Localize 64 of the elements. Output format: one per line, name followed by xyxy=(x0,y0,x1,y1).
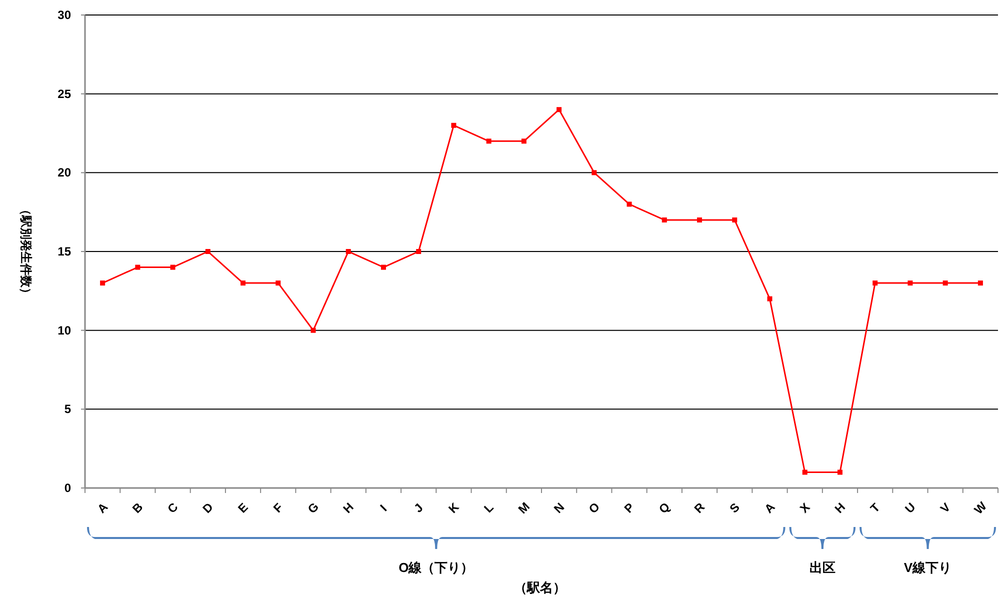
y-tick-label: 20 xyxy=(58,166,72,180)
y-tick-label: 5 xyxy=(64,402,72,416)
point xyxy=(837,470,842,475)
y-tick-label: 15 xyxy=(58,244,72,258)
x-tick-label: D xyxy=(200,500,216,516)
text: V線下り xyxy=(904,560,952,575)
point xyxy=(732,217,738,222)
point xyxy=(205,249,210,254)
x-tick-label: M xyxy=(515,500,532,516)
x-tick-label: U xyxy=(902,500,918,516)
point xyxy=(872,280,878,286)
x-tick-label: E xyxy=(235,500,251,516)
x-tick-label: X xyxy=(797,500,813,516)
x-tick-label: S xyxy=(726,500,742,516)
x-tick-label: I xyxy=(377,502,390,514)
point xyxy=(767,296,772,302)
point xyxy=(697,217,702,222)
x-axis-title: （駅名） xyxy=(514,580,566,595)
point xyxy=(626,202,632,207)
text: 出区 xyxy=(809,560,836,575)
x-tick-label: J xyxy=(411,500,426,516)
y-tick-label: 25 xyxy=(58,86,72,101)
x-tick-label: L xyxy=(481,500,496,516)
point xyxy=(380,264,386,270)
x-tick-label: N xyxy=(551,500,568,516)
y-axis-title: （駅別発生件数） xyxy=(19,204,33,300)
point xyxy=(346,249,351,254)
x-tick-label: V xyxy=(938,500,954,516)
point xyxy=(135,264,140,270)
y-tick-label: 0 xyxy=(64,481,72,495)
point xyxy=(486,138,492,144)
x-tick-label: F xyxy=(270,500,286,516)
x-tick-label: A xyxy=(762,500,778,516)
x-tick-label: O xyxy=(586,500,602,516)
x-tick-label: P xyxy=(622,500,638,516)
y-tick-label: 30 xyxy=(58,8,72,22)
x-tick-label: A xyxy=(94,500,111,516)
point xyxy=(556,107,562,112)
x-tick-label: Q xyxy=(656,500,673,516)
point xyxy=(802,470,808,475)
point xyxy=(276,280,281,286)
text: O線（下り） xyxy=(398,560,474,575)
x-tick-label: H xyxy=(832,500,848,516)
point xyxy=(240,280,246,286)
x-tick-label: W xyxy=(971,498,990,517)
point xyxy=(662,217,667,222)
point xyxy=(521,138,526,144)
point xyxy=(416,249,422,254)
x-tick-label: C xyxy=(164,500,182,516)
x-tick-label: K xyxy=(446,500,462,516)
x-tick-label: B xyxy=(130,500,146,516)
point xyxy=(978,280,983,286)
x-tick-label: T xyxy=(868,500,884,516)
x-tick-label: G xyxy=(304,500,322,516)
x-tick-label: H xyxy=(340,500,356,516)
point xyxy=(170,264,176,270)
point xyxy=(451,122,456,128)
point xyxy=(942,280,948,286)
point xyxy=(908,280,913,286)
point xyxy=(592,170,597,176)
point xyxy=(100,280,106,286)
point xyxy=(310,328,316,333)
y-tick-label: 10 xyxy=(58,323,72,338)
x-tick-label: R xyxy=(692,500,708,516)
